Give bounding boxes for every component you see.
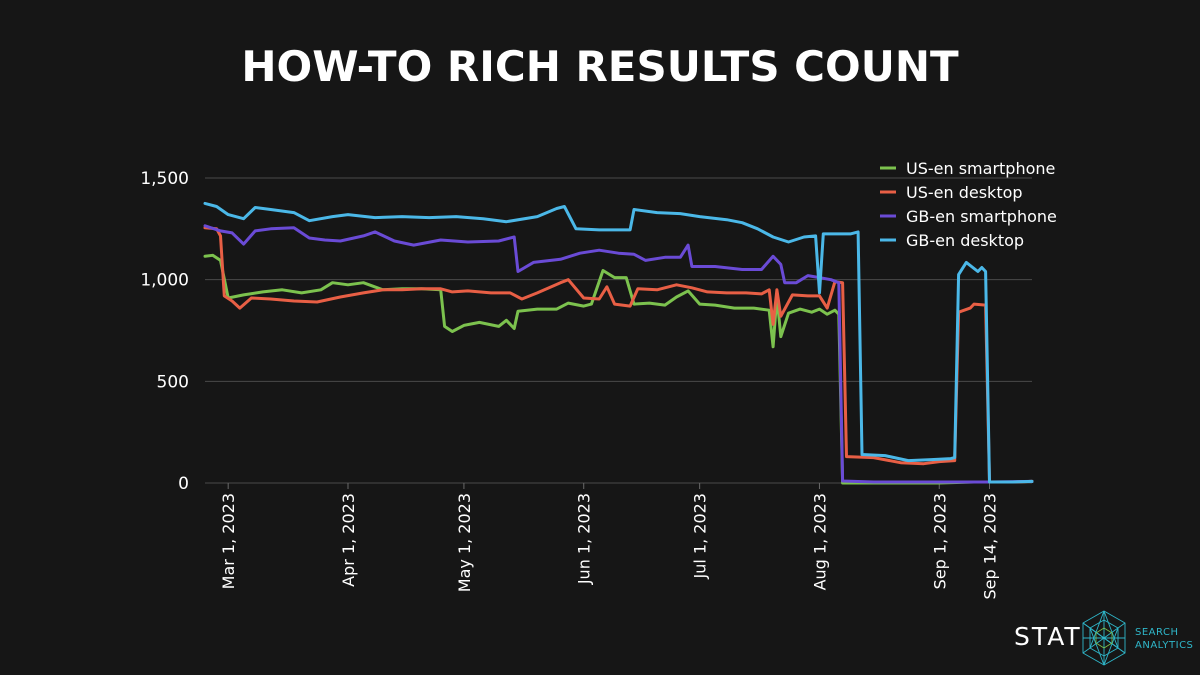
x-tick-label: Jun 1, 2023 bbox=[575, 493, 594, 585]
legend-label: US-en desktop bbox=[906, 183, 1023, 202]
y-tick-label: 1,500 bbox=[140, 169, 189, 189]
logo-subtitle-search: SEARCH bbox=[1135, 627, 1179, 638]
y-tick-label: 500 bbox=[157, 372, 189, 392]
legend-label: GB-en smartphone bbox=[906, 207, 1057, 226]
legend-label: GB-en desktop bbox=[906, 231, 1024, 250]
x-axis: Mar 1, 2023 Apr 1, 2023 May 1, 2023 Jun 1, … bbox=[219, 483, 999, 600]
y-tick-label: 0 bbox=[178, 474, 189, 494]
x-tick-label: Sep 1, 2023 bbox=[930, 493, 949, 589]
x-tick-label: Apr 1, 2023 bbox=[339, 493, 358, 587]
series-line-gb-en-desktop bbox=[203, 201, 1034, 484]
legend-label: US-en smartphone bbox=[906, 159, 1055, 178]
logo-wordmark: STAT bbox=[1014, 622, 1082, 651]
series-line-us-en-desktop bbox=[203, 226, 1034, 484]
x-tick-label: Mar 1, 2023 bbox=[219, 493, 238, 589]
stat-logo: STAT SEARCH ANALYTICS bbox=[1014, 608, 1194, 670]
series-line-gb-en-smartphone bbox=[203, 224, 1034, 484]
x-tick-label: Sep 14, 2023 bbox=[980, 493, 999, 600]
legend: US-en smartphone US-en desktop GB-en smart… bbox=[880, 159, 1057, 250]
x-tick-label: Aug 1, 2023 bbox=[810, 493, 829, 590]
logo-subtitle-analytics: ANALYTICS bbox=[1135, 640, 1194, 651]
chart-title: HOW-TO RICH RESULTS COUNT bbox=[241, 42, 959, 91]
x-tick-label: Jul 1, 2023 bbox=[691, 493, 710, 579]
y-tick-label: 1,000 bbox=[140, 271, 189, 291]
series-line-us-en-smartphone bbox=[203, 253, 1034, 485]
geodesic-sphere-icon bbox=[1082, 610, 1126, 666]
series-lines bbox=[203, 201, 1034, 485]
y-axis: 0 500 1,000 1,500 bbox=[140, 169, 189, 494]
x-tick-label: May 1, 2023 bbox=[455, 493, 474, 592]
